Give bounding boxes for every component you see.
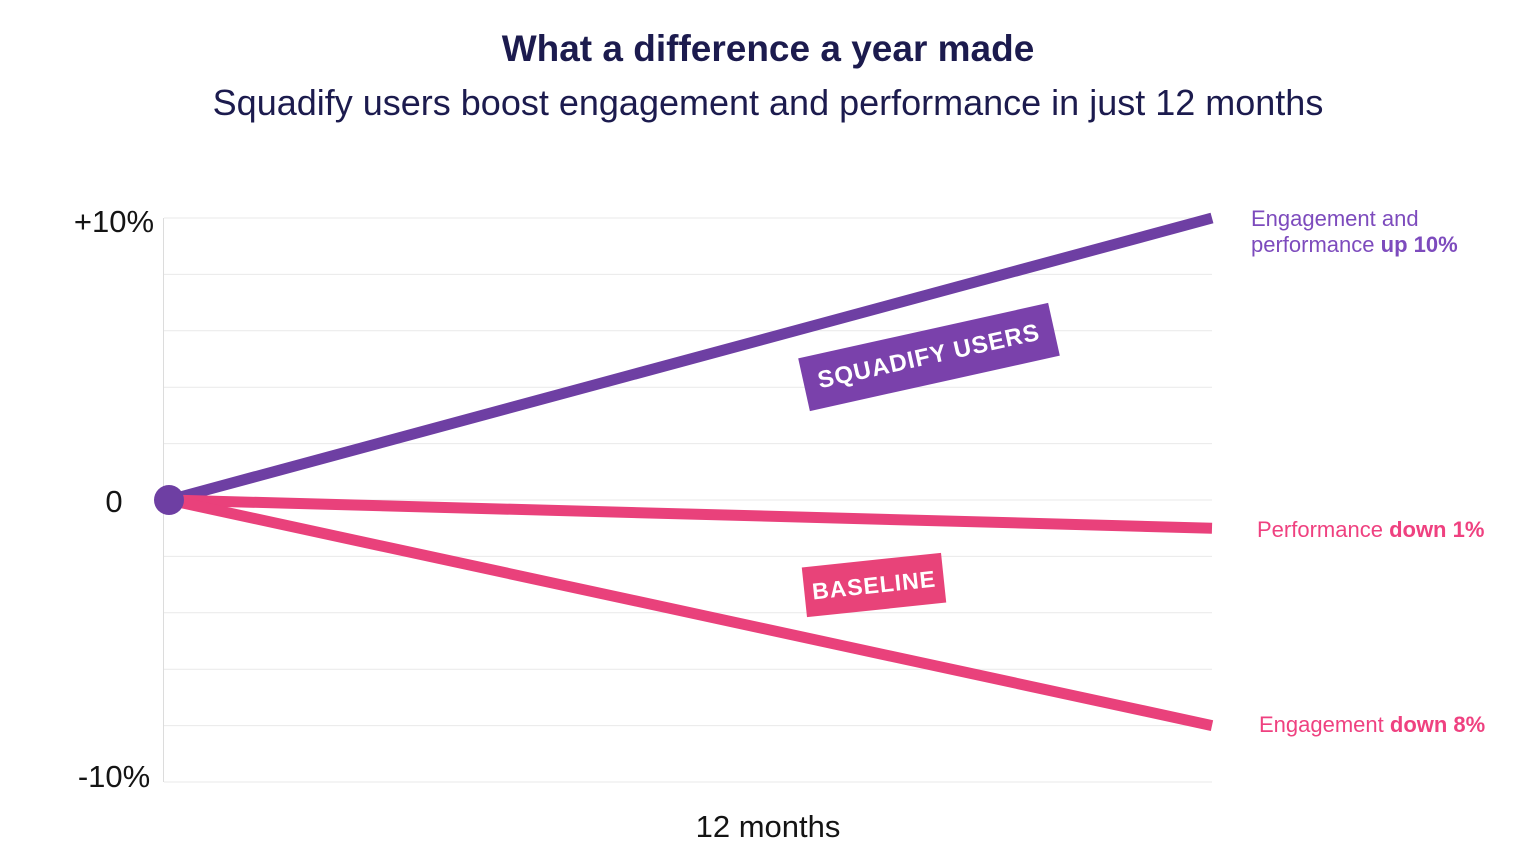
annotation-up-10-value: up 10% xyxy=(1380,232,1458,257)
page-title: What a difference a year made xyxy=(501,28,1035,69)
series-line-baseline-performance xyxy=(168,494,1213,534)
annotation-down-8-text: Engagement xyxy=(1259,712,1390,737)
ytick-plus-10: +10% xyxy=(73,204,155,239)
ytick-minus-10: -10% xyxy=(77,759,151,794)
ytick-zero: 0 xyxy=(105,484,123,519)
page-subtitle: Squadify users boost engagement and perf… xyxy=(212,82,1324,123)
badge-baseline-label: BASELINE xyxy=(810,565,938,604)
annotation-down-1-text: Performance xyxy=(1257,517,1390,542)
annotation-down-8-value: down 8% xyxy=(1389,712,1486,737)
series-line-baseline-engagement xyxy=(167,494,1214,731)
annotation-down-1: Performance down 1% xyxy=(1257,517,1484,543)
x-axis-label: 12 months xyxy=(695,809,841,844)
annotation-down-1-value: down 1% xyxy=(1389,517,1485,542)
origin-dot xyxy=(154,485,184,515)
annotation-up-10: Engagement and performance up 10% xyxy=(1251,206,1471,258)
chart-area xyxy=(154,212,1214,783)
annotation-up-10-text: Engagement and performance xyxy=(1251,206,1419,257)
annotation-down-8: Engagement down 8% xyxy=(1259,712,1485,738)
chart-svg xyxy=(154,212,1214,783)
series-line-squadify-users xyxy=(167,212,1214,506)
